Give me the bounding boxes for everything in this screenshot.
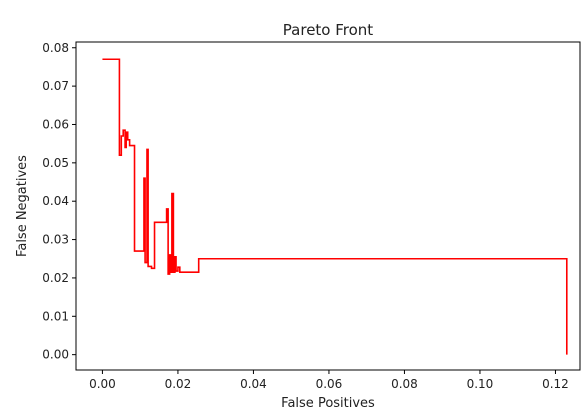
y-tick-label: 0.00: [42, 348, 69, 362]
y-tick-label: 0.01: [42, 309, 69, 323]
x-axis-ticks: 0.00 0.02 0.04 0.06 0.08 0.10 0.12: [89, 370, 569, 391]
x-tick-label: 0.12: [542, 377, 569, 391]
y-tick-label: 0.05: [42, 156, 69, 170]
chart-title: Pareto Front: [283, 21, 374, 39]
x-tick-label: 0.08: [391, 377, 418, 391]
y-tick-label: 0.03: [42, 233, 69, 247]
y-axis-label: False Negatives: [15, 155, 30, 257]
axes-frame: [75, 41, 581, 371]
x-tick-label: 0.00: [89, 377, 116, 391]
y-tick-label: 0.08: [42, 41, 69, 55]
x-tick-label: 0.06: [316, 377, 343, 391]
y-tick-label: 0.06: [42, 117, 69, 131]
y-tick-label: 0.07: [42, 79, 69, 93]
x-axis-label: False Positives: [281, 396, 375, 411]
pareto-front-series-line: [102, 58, 568, 355]
x-tick-label: 0.02: [165, 377, 192, 391]
y-tick-label: 0.02: [42, 271, 69, 285]
plot-content: [102, 58, 568, 355]
y-axis-ticks: 0.00 0.01 0.02 0.03 0.04 0.05 0.06 0.07 0.08: [42, 41, 76, 362]
x-tick-label: 0.04: [240, 377, 267, 391]
y-tick-label: 0.04: [42, 194, 69, 208]
x-tick-label: 0.10: [467, 377, 494, 391]
